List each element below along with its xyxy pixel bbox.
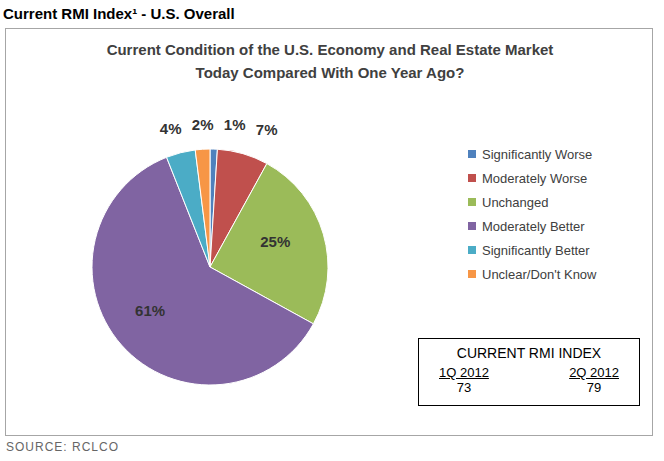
svg-text:7%: 7% xyxy=(256,121,278,138)
html-text:Moderately Worse: Moderately Worse xyxy=(482,170,588,186)
svg-text:61%: 61% xyxy=(135,302,165,319)
html-text:SOURCE: RCLCO: SOURCE: RCLCO xyxy=(6,440,119,454)
html-text:Moderately Better: Moderately Better xyxy=(482,218,585,234)
html-text:Unchanged: Unchanged xyxy=(482,194,549,210)
html-text:Significantly Better: Significantly Better xyxy=(482,242,590,258)
svg-text:25%: 25% xyxy=(260,233,290,250)
html-text:CURRENT RMI INDEX: CURRENT RMI INDEX xyxy=(456,345,602,361)
html-text:2Q 2012: 2Q 2012 xyxy=(569,365,619,380)
html-text:1Q 2012: 1Q 2012 xyxy=(439,365,489,380)
html-text:Unclear/Don't Know: Unclear/Don't Know xyxy=(482,266,597,282)
html-text:Current Condition of the U.S.: Current Condition of the U.S. Economy an… xyxy=(106,41,554,81)
html-text:73: 73 xyxy=(456,380,472,395)
html-text:Significantly Worse: Significantly Worse xyxy=(482,146,593,162)
svg-text:1%: 1% xyxy=(224,116,246,133)
svg-text:4%: 4% xyxy=(160,120,182,137)
html-text:Current RMI Index¹ - U.S. Over: Current RMI Index¹ - U.S. Overall xyxy=(3,5,235,22)
svg-text:2%: 2% xyxy=(192,116,214,133)
html-text:79: 79 xyxy=(586,380,602,395)
